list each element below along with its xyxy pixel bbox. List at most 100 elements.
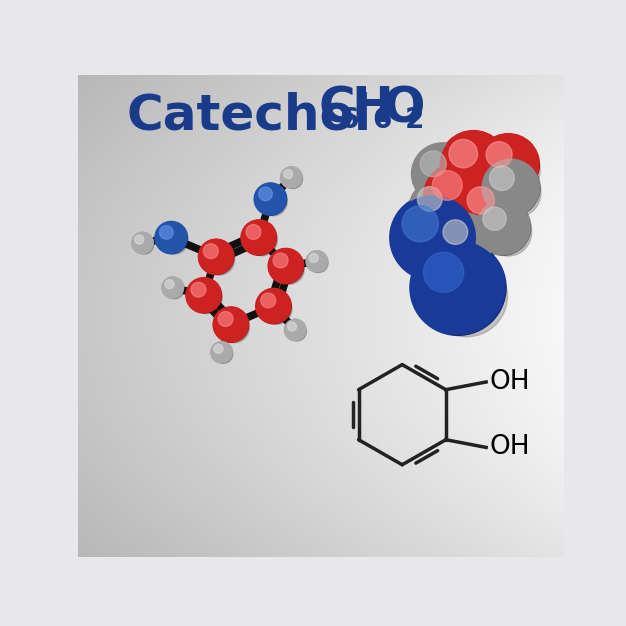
Circle shape [260, 293, 275, 308]
Circle shape [423, 252, 464, 292]
Circle shape [483, 207, 506, 230]
Circle shape [418, 187, 442, 211]
Circle shape [269, 249, 303, 283]
Circle shape [426, 255, 508, 337]
Circle shape [285, 319, 305, 341]
Circle shape [132, 232, 153, 254]
Circle shape [481, 158, 540, 217]
Circle shape [268, 249, 304, 284]
Circle shape [423, 162, 494, 232]
Circle shape [187, 278, 221, 312]
Circle shape [434, 212, 494, 270]
Text: O: O [383, 85, 425, 132]
Circle shape [404, 208, 478, 282]
Circle shape [255, 183, 286, 215]
Circle shape [411, 143, 473, 205]
Circle shape [211, 342, 232, 363]
Circle shape [284, 170, 293, 178]
Circle shape [458, 178, 523, 243]
Circle shape [246, 225, 261, 239]
Circle shape [165, 280, 184, 299]
Circle shape [434, 173, 495, 233]
Circle shape [411, 242, 505, 334]
Circle shape [191, 282, 206, 297]
Circle shape [259, 187, 272, 201]
Circle shape [218, 312, 233, 326]
Circle shape [254, 183, 287, 215]
Circle shape [413, 144, 473, 203]
Circle shape [284, 319, 306, 341]
Circle shape [213, 307, 249, 342]
Circle shape [192, 284, 222, 314]
Circle shape [306, 251, 327, 272]
Circle shape [274, 254, 304, 284]
Circle shape [214, 345, 233, 364]
Circle shape [436, 213, 493, 270]
Circle shape [281, 167, 302, 188]
Circle shape [155, 222, 187, 254]
Circle shape [467, 187, 495, 214]
Circle shape [475, 200, 531, 255]
Circle shape [439, 131, 508, 198]
Circle shape [213, 307, 249, 342]
Circle shape [443, 220, 468, 244]
Circle shape [256, 289, 291, 323]
Circle shape [410, 240, 506, 336]
Circle shape [135, 235, 144, 244]
Circle shape [288, 323, 306, 341]
Text: OH: OH [490, 434, 530, 460]
Circle shape [287, 322, 297, 331]
Text: 6: 6 [372, 106, 391, 134]
Circle shape [273, 253, 288, 268]
Circle shape [441, 131, 506, 197]
Text: 2: 2 [404, 106, 424, 134]
Circle shape [488, 144, 540, 196]
Circle shape [306, 250, 328, 272]
Text: OH: OH [490, 369, 530, 395]
Circle shape [469, 189, 524, 244]
Circle shape [165, 280, 174, 289]
Circle shape [485, 209, 531, 256]
Text: 6: 6 [339, 106, 359, 134]
Circle shape [260, 188, 287, 216]
Circle shape [241, 220, 277, 255]
Circle shape [256, 289, 291, 324]
Circle shape [242, 220, 276, 255]
Circle shape [310, 254, 328, 272]
Circle shape [391, 196, 475, 279]
Circle shape [478, 135, 538, 194]
Circle shape [478, 133, 540, 195]
Circle shape [284, 170, 302, 188]
Circle shape [162, 277, 183, 298]
Circle shape [451, 141, 508, 199]
Circle shape [409, 179, 468, 238]
Text: H: H [351, 85, 393, 132]
Circle shape [280, 167, 302, 188]
Circle shape [419, 188, 469, 239]
Circle shape [491, 168, 541, 218]
Circle shape [490, 166, 514, 190]
Circle shape [199, 240, 233, 274]
Text: C: C [319, 85, 355, 132]
Circle shape [433, 170, 462, 200]
Circle shape [262, 294, 292, 324]
Circle shape [203, 244, 218, 259]
Circle shape [186, 277, 222, 313]
Circle shape [420, 151, 446, 177]
Circle shape [155, 222, 188, 254]
Circle shape [160, 225, 173, 239]
Circle shape [444, 222, 495, 272]
Circle shape [204, 245, 235, 275]
Circle shape [198, 239, 234, 275]
Circle shape [135, 236, 154, 254]
Circle shape [422, 153, 475, 205]
Circle shape [162, 277, 183, 299]
Text: Catechol: Catechol [126, 91, 371, 139]
Circle shape [160, 227, 188, 254]
Circle shape [486, 141, 512, 168]
Circle shape [449, 140, 478, 168]
Circle shape [482, 159, 539, 216]
Circle shape [247, 226, 277, 256]
Circle shape [390, 195, 476, 280]
Circle shape [309, 254, 318, 262]
